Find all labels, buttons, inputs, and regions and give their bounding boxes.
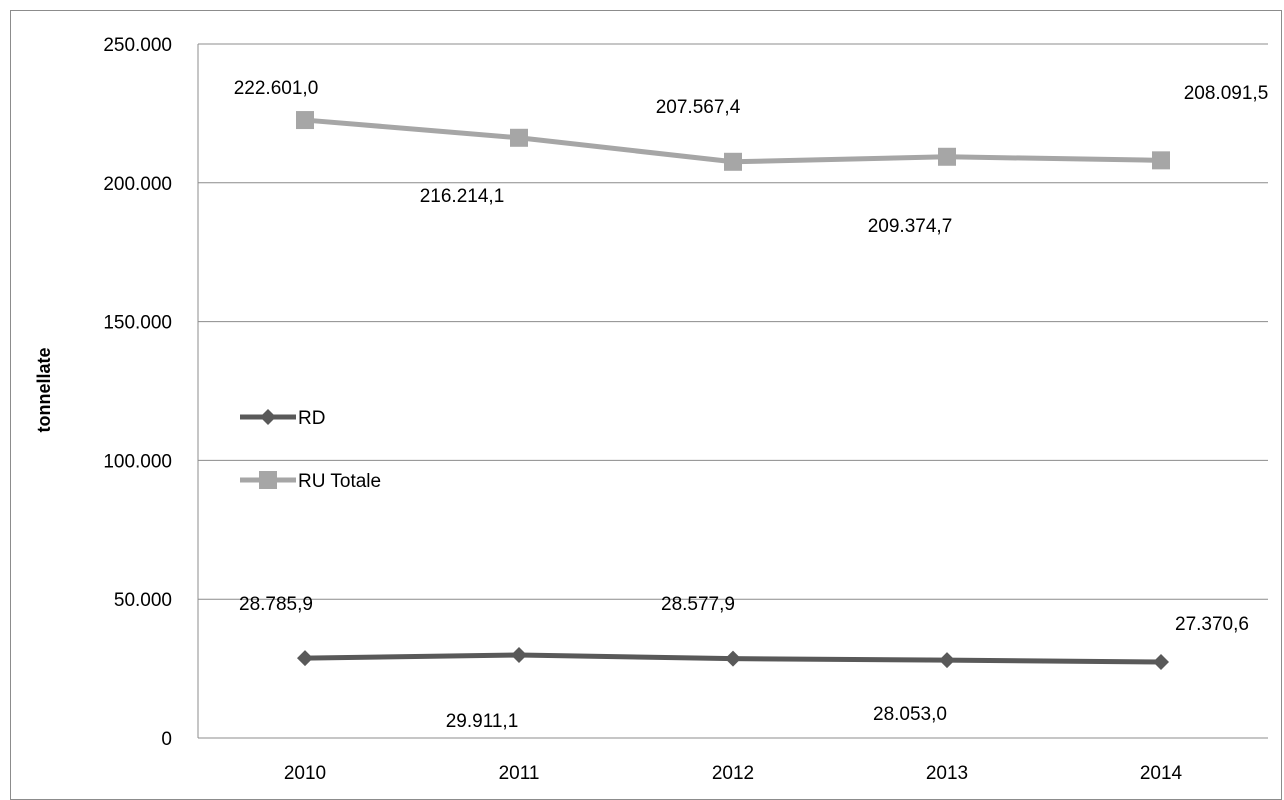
data-label: 28.785,9 xyxy=(239,594,313,615)
y-axis-ticks: 0 50.000 100.000 150.000 200.000 250.000 xyxy=(103,35,172,750)
legend-label: RD xyxy=(298,408,325,429)
y-tick-label: 250.000 xyxy=(103,35,172,56)
series-group xyxy=(296,111,1170,671)
x-tick-label: 2010 xyxy=(284,763,326,784)
chart-frame xyxy=(10,10,1282,800)
gridlines xyxy=(197,43,1268,739)
x-tick-label: 2014 xyxy=(1140,763,1183,784)
data-label: 28.053,0 xyxy=(873,704,947,725)
x-tick-label: 2013 xyxy=(926,763,968,784)
data-label: 29.911,1 xyxy=(446,711,519,732)
y-tick-label: 100.000 xyxy=(103,451,172,472)
x-tick-label: 2011 xyxy=(499,763,540,784)
data-point-marker xyxy=(938,147,956,166)
y-axis-title: tonnellate xyxy=(34,347,54,432)
y-tick-label: 150.000 xyxy=(103,313,172,334)
data-point-marker xyxy=(724,152,742,171)
legend-marker xyxy=(260,409,276,425)
data-point-marker xyxy=(510,128,528,147)
y-tick-label: 0 xyxy=(161,729,172,750)
data-label: 208.091,5 xyxy=(1184,83,1269,104)
legend-marker xyxy=(259,471,277,489)
data-point-marker xyxy=(1152,151,1170,170)
x-axis-ticks: 2010 2011 2012 2013 2014 xyxy=(284,763,1183,784)
data-point-marker xyxy=(296,111,314,130)
data-labels: 28.785,9 29.911,1 28.577,9 28.053,0 27.370,6… xyxy=(234,78,1269,732)
data-point-marker xyxy=(939,652,955,669)
data-label: 207.567,4 xyxy=(656,97,741,118)
data-point-marker xyxy=(725,650,741,667)
data-label: 209.374,7 xyxy=(868,216,953,237)
legend: RD RU Totale xyxy=(240,408,381,492)
data-label: 27.370,6 xyxy=(1175,614,1249,635)
data-point-marker xyxy=(511,646,527,663)
legend-label: RU Totale xyxy=(298,471,381,492)
y-tick-label: 50.000 xyxy=(114,590,172,611)
data-point-marker xyxy=(297,650,313,667)
data-label: 222.601,0 xyxy=(234,78,319,99)
data-label: 216.214,1 xyxy=(420,186,505,207)
data-point-marker xyxy=(1153,654,1169,671)
data-label: 28.577,9 xyxy=(661,594,735,615)
y-tick-label: 200.000 xyxy=(103,174,172,195)
x-tick-label: 2012 xyxy=(712,763,754,784)
